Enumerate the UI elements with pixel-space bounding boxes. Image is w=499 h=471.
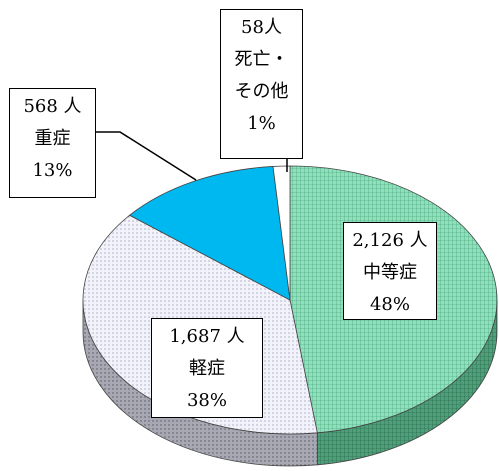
- slice: [128, 166, 291, 301]
- leader-line: [95, 131, 197, 181]
- percent-label: 38%: [186, 390, 227, 411]
- label-box: 2,126 人中等症 48%: [343, 222, 437, 320]
- value-label: 1,687 人: [169, 326, 245, 347]
- category-label: 死亡・その他: [234, 49, 289, 102]
- category-label: 重症: [34, 128, 71, 149]
- category-label: 軽症: [189, 358, 225, 379]
- percent-label: 1%: [247, 113, 276, 134]
- percent-label: 48%: [369, 294, 410, 315]
- label-box: 1,687 人軽症 38%: [151, 318, 263, 418]
- value-label: 2,126 人: [352, 230, 428, 251]
- value-label: 58人: [241, 17, 282, 38]
- percent-label: 13%: [32, 160, 73, 181]
- value-label: 568 人: [23, 96, 82, 117]
- slice: [272, 165, 291, 301]
- label-box: 58人死亡・その他 1%: [220, 9, 303, 159]
- category-label: 中等症: [363, 262, 417, 283]
- label-box: 568 人重症 13%: [9, 88, 96, 198]
